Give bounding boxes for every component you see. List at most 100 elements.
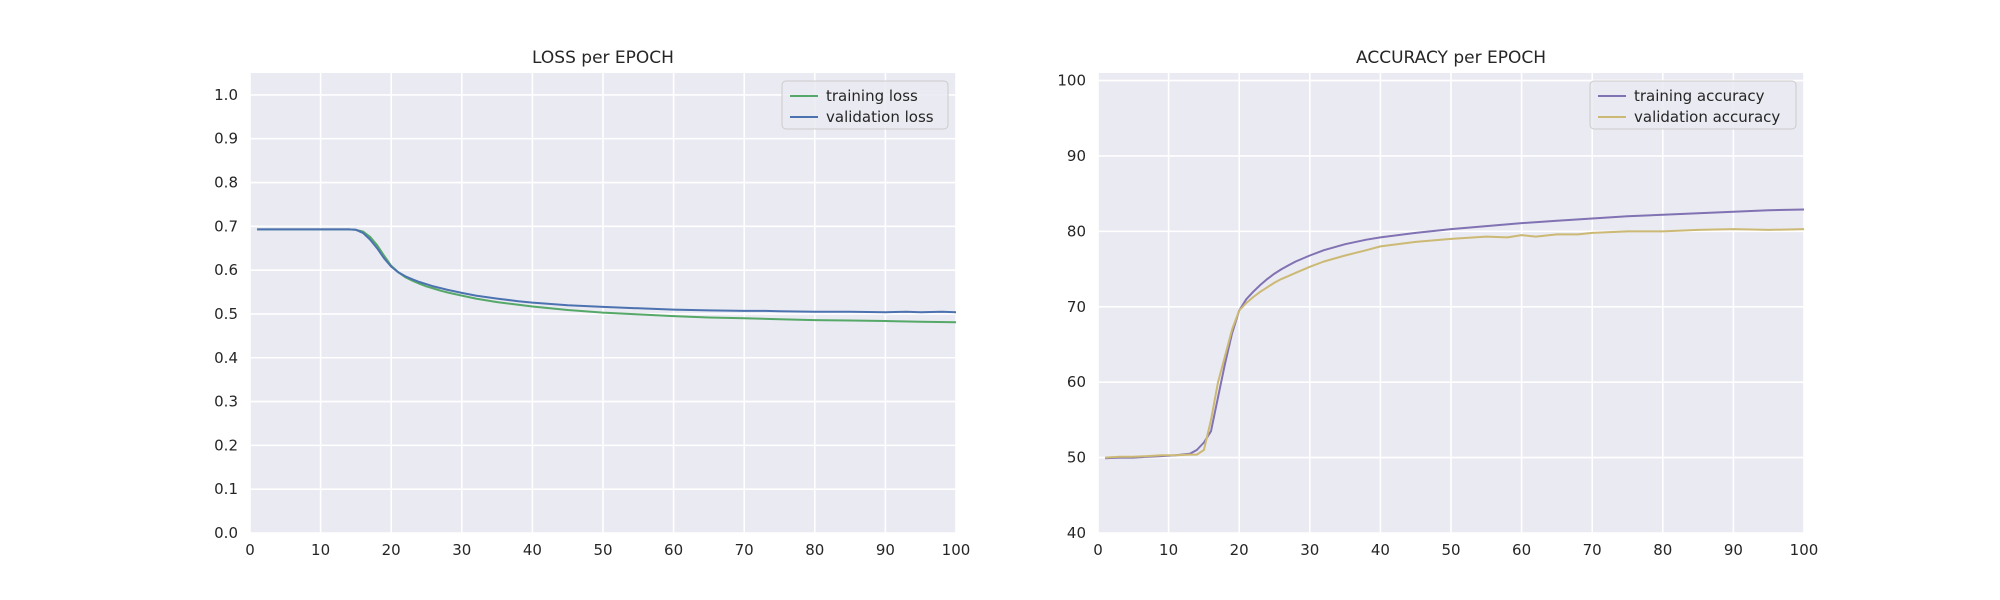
training-loss-legend-label: training loss [826, 87, 918, 105]
validation-loss-point [906, 311, 908, 313]
validation-loss-point [418, 281, 420, 283]
loss-x-tick-label: 60 [664, 541, 683, 559]
training-loss-point [955, 321, 957, 323]
validation-accuracy-point [1245, 302, 1247, 304]
training-loss-point [531, 306, 533, 308]
validation-loss-point [404, 275, 406, 277]
accuracy-x-tick-label: 30 [1300, 541, 1319, 559]
training-loss-point [567, 309, 569, 311]
validation-accuracy-point [1175, 454, 1177, 456]
validation-loss-point [637, 307, 639, 309]
validation-accuracy-point [1309, 266, 1311, 268]
loss-x-tick-label: 50 [593, 541, 612, 559]
validation-loss-point [320, 228, 322, 230]
validation-accuracy-point [1196, 454, 1198, 456]
training-accuracy-point [1415, 232, 1417, 234]
validation-loss-point [475, 295, 477, 297]
training-loss-point [447, 291, 449, 293]
training-loss-point [475, 298, 477, 300]
training-accuracy-line [1105, 208, 1805, 460]
validation-loss-point [955, 311, 957, 313]
training-accuracy-point [1627, 215, 1629, 217]
validation-accuracy-point [1295, 272, 1297, 274]
validation-accuracy-point [1344, 254, 1346, 256]
validation-accuracy-point [1146, 455, 1148, 457]
validation-loss-point [941, 311, 943, 313]
training-loss-point [461, 295, 463, 297]
validation-loss-legend-label: validation loss [826, 108, 934, 126]
validation-loss-point [779, 310, 781, 312]
training-accuracy-point [1288, 264, 1290, 266]
validation-accuracy-point [1161, 454, 1163, 456]
training-loss-point [814, 319, 816, 321]
training-accuracy-point [1732, 211, 1734, 213]
training-accuracy-point [1379, 236, 1381, 238]
validation-loss-point [348, 228, 350, 230]
loss-x-tick-label: 30 [452, 541, 471, 559]
validation-accuracy-point [1274, 282, 1276, 284]
validation-accuracy-point [1189, 454, 1191, 456]
accuracy-x-tick-label: 100 [1790, 541, 1819, 559]
accuracy-y-tick-label: 70 [1067, 298, 1086, 316]
training-accuracy-point [1196, 449, 1198, 451]
validation-accuracy-point [1281, 278, 1283, 280]
accuracy-x-tick-label: 0 [1093, 541, 1103, 559]
accuracy-y-tick-label: 80 [1067, 222, 1086, 240]
training-loss-line [257, 228, 957, 324]
validation-accuracy-point [1697, 229, 1699, 231]
training-accuracy-point [1556, 220, 1558, 222]
accuracy-x-tick-label: 20 [1230, 541, 1249, 559]
loss-legend-box [781, 80, 949, 130]
training-loss-point [426, 285, 428, 287]
validation-loss-point [284, 228, 286, 230]
loss-x-tick-label: 40 [523, 541, 542, 559]
training-loss-point [920, 321, 922, 323]
validation-accuracy-point [1259, 291, 1261, 293]
validation-loss-point [440, 287, 442, 289]
validation-loss-point [496, 298, 498, 300]
validation-loss-point [447, 289, 449, 291]
validation-loss-point [355, 229, 357, 231]
validation-accuracy-point [1252, 296, 1254, 298]
loss-y-tick-label: 0.8 [214, 174, 238, 192]
loss-y-tick-label: 0.6 [214, 261, 238, 279]
validation-accuracy-point [1132, 456, 1134, 458]
loss-y-tick-label: 0.0 [214, 524, 238, 542]
loss-legend: training loss validation loss [781, 80, 949, 130]
training-accuracy-point [1266, 278, 1268, 280]
training-accuracy-point [1591, 218, 1593, 220]
validation-accuracy-point [1365, 249, 1367, 251]
training-loss-point [743, 317, 745, 319]
validation-accuracy-point [1203, 449, 1205, 451]
training-loss-point [708, 316, 710, 318]
training-loss-point [517, 304, 519, 306]
validation-loss-point [567, 304, 569, 306]
training-accuracy-point [1259, 284, 1261, 286]
accuracy-x-tick-label: 80 [1653, 541, 1672, 559]
validation-loss-point [743, 310, 745, 312]
validation-loss-point [602, 306, 604, 308]
accuracy-y-tick-label: 40 [1067, 524, 1086, 542]
validation-accuracy-point [1210, 419, 1212, 421]
training-accuracy-point [1344, 243, 1346, 245]
validation-loss-point [411, 278, 413, 280]
training-accuracy-point [1281, 268, 1283, 270]
loss-chart-title: LOSS per EPOCH [532, 48, 674, 68]
training-accuracy-point [1450, 228, 1452, 230]
validation-loss-point [256, 228, 258, 230]
validation-loss-point [849, 311, 851, 313]
validation-loss-point [673, 309, 675, 311]
training-accuracy-point [1217, 396, 1219, 398]
validation-accuracy-point [1521, 234, 1523, 236]
training-loss-point [602, 312, 604, 314]
validation-accuracy-point [1266, 286, 1268, 288]
validation-accuracy-point [1803, 228, 1805, 230]
loss-chart: 0 10 20 30 40 50 60 70 80 90 100 0.0 0.1 0.2 0.3 0.4 0.5… [214, 48, 970, 559]
accuracy-legend-box [1589, 80, 1797, 130]
loss-x-tick-label: 0 [245, 541, 255, 559]
validation-loss-point [426, 283, 428, 285]
training-accuracy-point [1365, 239, 1367, 241]
accuracy-chart: 0 10 20 30 40 50 60 70 80 90 100 40 50 60 70 80 90 100 ACC… [1057, 48, 1818, 559]
accuracy-legend: training accuracy validation accuracy [1589, 80, 1797, 130]
validation-accuracy-point [1577, 233, 1579, 235]
